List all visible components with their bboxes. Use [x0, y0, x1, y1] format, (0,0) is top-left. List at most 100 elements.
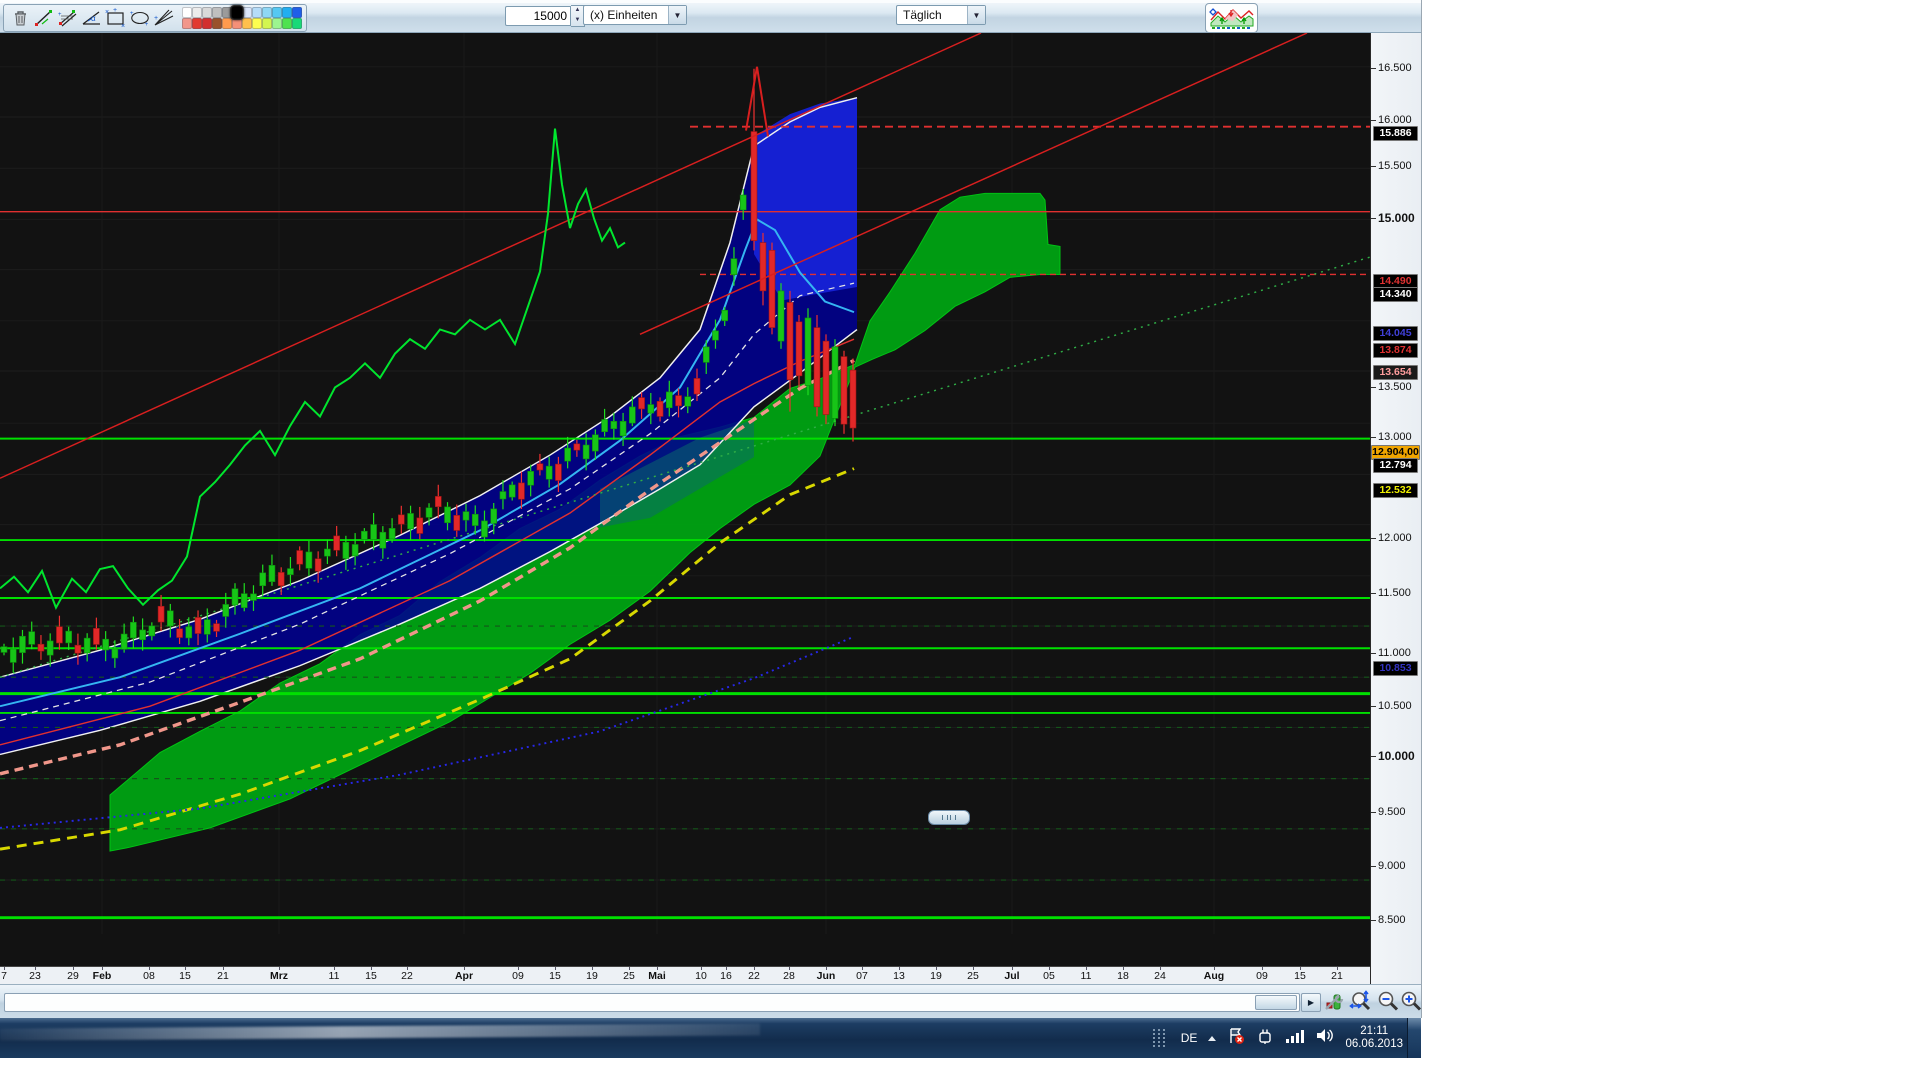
- candle: [240, 593, 248, 608]
- svg-text:×: ×: [121, 23, 125, 28]
- units-input[interactable]: [505, 6, 571, 26]
- scroll-right-button[interactable]: ▶: [1301, 993, 1321, 1012]
- color-swatch[interactable]: [182, 18, 192, 29]
- pane-splitter-handle[interactable]: [928, 810, 970, 825]
- color-swatch[interactable]: [242, 18, 252, 29]
- candle: [37, 643, 45, 652]
- date-label: 08: [143, 970, 155, 982]
- color-swatch[interactable]: [222, 18, 232, 29]
- color-swatch[interactable]: [252, 18, 262, 29]
- date-ax[interactable]: 7 23 29 Feb 08 15 21 Mrz 11 15 22 Apr 09 15 19 25 Mai 10 1…: [0, 966, 1370, 984]
- power-plug-icon[interactable]: [1256, 1027, 1274, 1050]
- color-swatch[interactable]: [292, 18, 302, 29]
- speaker-icon[interactable]: [1315, 1027, 1334, 1049]
- candle: [702, 346, 710, 363]
- date-tickmark: [185, 967, 186, 970]
- color-swatch[interactable]: [272, 7, 282, 18]
- date-tickmark: [35, 967, 36, 970]
- price-tick-label: 13.500: [1378, 381, 1412, 393]
- date-tickmark: [789, 967, 790, 970]
- candle: [231, 588, 239, 606]
- date-tickmark: [1337, 967, 1338, 970]
- candle: [425, 507, 433, 518]
- windows-taskbar[interactable]: DE 21:11 06.06.2013: [0, 1018, 1421, 1058]
- color-swatch[interactable]: [282, 7, 292, 18]
- delete-drawing-button[interactable]: [9, 7, 31, 29]
- chart-settings-button[interactable]: [1322, 990, 1346, 1013]
- chart-type-button[interactable]: [1205, 3, 1258, 33]
- color-swatch[interactable]: [202, 18, 212, 29]
- color-swatch[interactable]: [262, 18, 272, 29]
- scrollbar-thumb[interactable]: [1255, 995, 1297, 1010]
- color-swatch[interactable]: [192, 18, 202, 29]
- horizontal-scrollbar[interactable]: [4, 993, 1300, 1012]
- chart-canvas[interactable]: [0, 33, 1370, 966]
- color-swatch[interactable]: [272, 18, 282, 29]
- multi-trendline-tool-icon[interactable]: +: [57, 7, 79, 29]
- candle: [9, 648, 17, 663]
- price-axis[interactable]: 16.500 16.000 15.500 15.000 13.500 13.000 12.0…: [1370, 33, 1421, 984]
- chevron-down-icon[interactable]: ▼: [668, 6, 686, 24]
- date-tickmark: [1300, 967, 1301, 970]
- candle: [831, 346, 839, 419]
- date-label: 25: [623, 970, 635, 982]
- candle: [342, 541, 350, 559]
- color-swatch[interactable]: [192, 7, 202, 18]
- price-tick-label: 9.000: [1378, 860, 1406, 872]
- language-indicator[interactable]: DE: [1180, 1031, 1198, 1045]
- units-type-select[interactable]: (x) Einheiten ▼: [583, 5, 687, 25]
- trendline-tool-icon[interactable]: [33, 7, 55, 29]
- taskbar-clock[interactable]: 21:11 06.06.2013: [1345, 1025, 1403, 1051]
- price-tickmark: [1371, 653, 1376, 654]
- action-center-icon[interactable]: [1227, 1027, 1245, 1050]
- spinner-down-button[interactable]: ▼: [574, 17, 581, 23]
- ma-red: [0, 338, 855, 746]
- fan-lines-tool-icon[interactable]: +: [153, 7, 175, 29]
- color-swatch[interactable]: [262, 7, 272, 18]
- price-tick-label: 13.000: [1378, 431, 1412, 443]
- price-chart[interactable]: [0, 33, 1370, 966]
- price-tick-label: 16.500: [1378, 62, 1412, 74]
- color-swatch[interactable]: [212, 7, 222, 18]
- candle: [268, 565, 276, 583]
- candle: [19, 635, 26, 653]
- date-label: 19: [586, 970, 598, 982]
- show-hidden-icons-button[interactable]: [1208, 1035, 1217, 1041]
- date-tickmark: [223, 967, 224, 970]
- date-tickmark: [334, 967, 335, 970]
- candle: [813, 327, 821, 408]
- candle: [750, 131, 758, 241]
- date-tickmark: [936, 967, 937, 970]
- trendline-red-lower[interactable]: [0, 33, 982, 479]
- candle: [582, 444, 590, 460]
- rectangle-tool-icon[interactable]: × × +: [105, 7, 127, 29]
- trendline-red-upper[interactable]: [639, 33, 1308, 335]
- network-signal-icon[interactable]: [1285, 1028, 1305, 1049]
- price-tickmark: [1371, 538, 1376, 539]
- show-desktop-button[interactable]: [1407, 1018, 1421, 1058]
- units-field-group: ▲ ▼: [505, 5, 585, 27]
- candle: [139, 629, 146, 641]
- angle-tool-icon[interactable]: α: [81, 7, 103, 29]
- candle: [739, 194, 747, 211]
- color-swatch[interactable]: [292, 7, 302, 18]
- zoom-fit-button[interactable]: [1349, 989, 1373, 1013]
- candle: [111, 648, 119, 659]
- ellipse-tool-icon[interactable]: + +: [129, 7, 151, 29]
- color-swatch[interactable]: [202, 7, 212, 18]
- date-tickmark: [701, 967, 702, 970]
- price-tick-label: 11.500: [1378, 587, 1411, 599]
- ma-yellow-dashed: [0, 467, 855, 851]
- color-swatch[interactable]: [230, 5, 244, 20]
- color-swatch[interactable]: [182, 7, 192, 18]
- zoom-in-button[interactable]: [1399, 990, 1423, 1013]
- zoom-out-button[interactable]: [1376, 990, 1400, 1013]
- color-swatch[interactable]: [252, 7, 262, 18]
- date-tickmark: [407, 967, 408, 970]
- spike-marker[interactable]: [745, 66, 769, 137]
- color-swatch[interactable]: [282, 18, 292, 29]
- color-swatch[interactable]: [212, 18, 222, 29]
- spinner-up-button[interactable]: ▲: [574, 7, 581, 13]
- chevron-down-icon[interactable]: ▼: [967, 6, 985, 24]
- period-select[interactable]: Täglich ▼: [896, 5, 986, 25]
